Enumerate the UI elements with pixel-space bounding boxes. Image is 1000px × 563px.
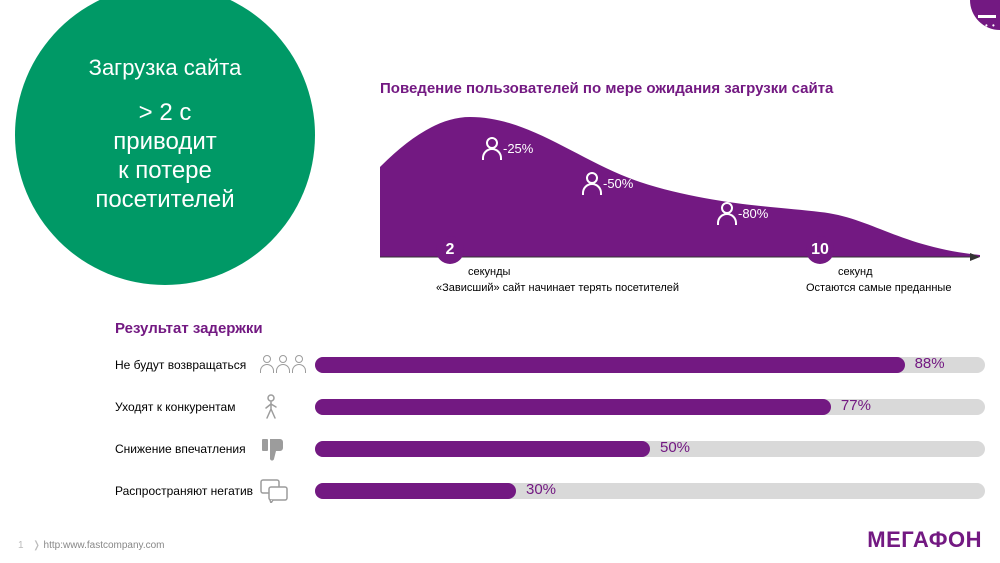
x-axis-arrow-icon	[970, 253, 980, 261]
person-icon	[480, 137, 500, 159]
tick-unit: секунд	[838, 266, 873, 278]
delay-results-section: Результат задержки Не будут возвращаться…	[115, 320, 985, 519]
page-number: 1	[18, 540, 24, 551]
thumb-down-icon	[260, 437, 315, 461]
drop-pct: -80%	[738, 206, 768, 221]
bar-track: 77%	[315, 399, 985, 415]
bar-fill	[315, 357, 905, 373]
bar-label: Не будут возвращаться	[115, 358, 260, 372]
bar-pct: 30%	[526, 481, 556, 498]
area-svg	[380, 107, 980, 262]
bar-label: Снижение впечатления	[115, 442, 260, 456]
behavior-chart-title: Поведение пользователей по мере ожидания…	[380, 80, 980, 97]
area-chart-canvas: -25%-50%-80%2секунды«Зависший» сайт начи…	[380, 107, 980, 262]
bar-track: 50%	[315, 441, 985, 457]
person-icon	[580, 172, 600, 194]
bar-track: 30%	[315, 483, 985, 499]
drop-mark: -80%	[715, 202, 768, 224]
source-url: http:www.fastcompany.com	[44, 540, 165, 551]
tick-bubble: 10	[806, 236, 834, 264]
delay-results-title: Результат задержки	[115, 320, 985, 337]
bar-fill	[315, 441, 650, 457]
bar-label: Уходят к конкурентам	[115, 400, 260, 414]
bar-pct: 77%	[841, 397, 871, 414]
drop-mark: -50%	[580, 172, 633, 194]
drop-pct: -25%	[503, 141, 533, 156]
people-trio-icon	[260, 355, 315, 375]
bar-row: Снижение впечатления 50%	[115, 435, 985, 463]
bar-track: 88%	[315, 357, 985, 373]
bar-row: Не будут возвращаться 88%	[115, 351, 985, 379]
walking-icon	[260, 394, 315, 420]
bar-fill	[315, 399, 831, 415]
x-tick: 2	[436, 236, 464, 264]
corner-brand-icon	[970, 0, 1000, 30]
bar-label: Распространяют негатив	[115, 484, 260, 498]
bar-pct: 88%	[915, 355, 945, 372]
bar-fill	[315, 483, 516, 499]
chat-icon	[260, 479, 315, 503]
circle-text: > 2 с приводит к потере посетителей	[95, 99, 234, 214]
area-path	[380, 117, 980, 257]
tick-caption: Остаются самые преданные	[806, 282, 951, 294]
bar-pct: 50%	[660, 439, 690, 456]
footer-source: 1 ❭ http:www.fastcompany.com	[18, 540, 165, 551]
x-tick: 10	[806, 236, 834, 264]
drop-mark: -25%	[480, 137, 533, 159]
tick-caption: «Зависший» сайт начинает терять посетите…	[436, 282, 679, 294]
person-icon	[715, 202, 735, 224]
headline-circle: Загрузка сайта > 2 с приводит к потере п…	[15, 0, 315, 285]
bar-row: Уходят к конкурентам 77%	[115, 393, 985, 421]
tick-unit: секунды	[468, 266, 510, 278]
circle-title: Загрузка сайта	[89, 55, 242, 81]
tick-bubble: 2	[436, 236, 464, 264]
bars-container: Не будут возвращаться 88% Уходят к конкуре…	[115, 351, 985, 505]
behavior-chart: Поведение пользователей по мере ожидания…	[380, 80, 980, 262]
drop-pct: -50%	[603, 176, 633, 191]
brand-logo: МЕГАФОН	[867, 527, 982, 553]
bar-row: Распространяют негатив 30%	[115, 477, 985, 505]
